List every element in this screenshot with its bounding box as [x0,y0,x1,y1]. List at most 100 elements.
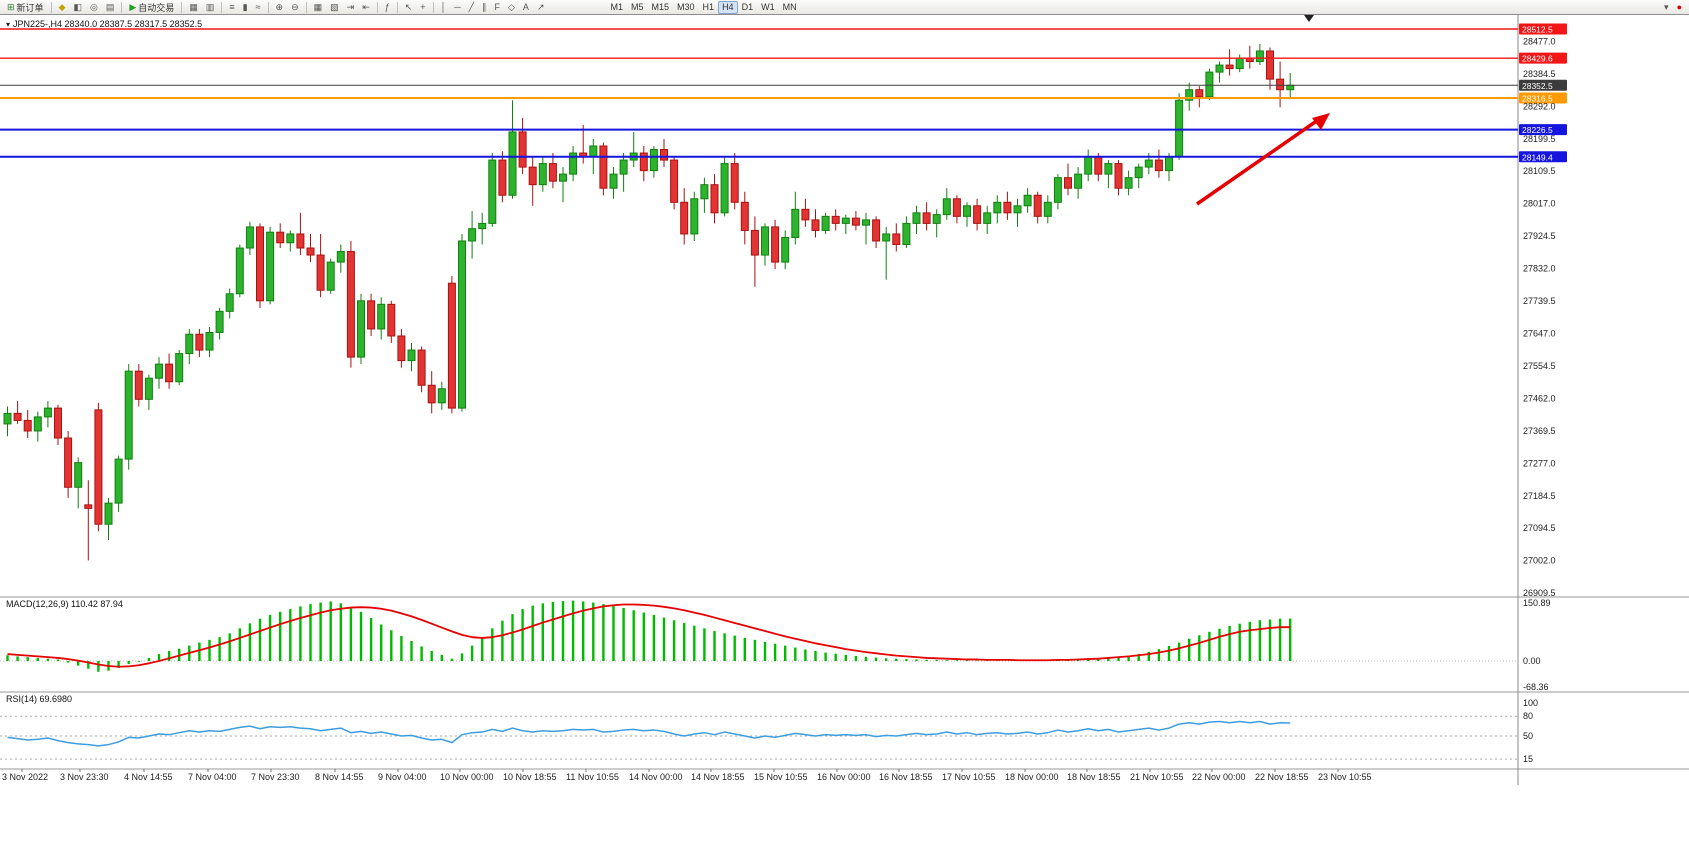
toolbar-separator [50,1,52,13]
arrows-button[interactable]: ↗ [533,1,549,14]
svg-text:28292.0: 28292.0 [1523,102,1556,112]
autotrading-play-icon: ▶ [129,1,137,12]
macd-plot-area[interactable] [0,597,1518,692]
zoom-in-button[interactable]: ⊕ [272,1,288,14]
line-chart-button[interactable]: ≈ [252,1,265,14]
macd-layer [6,600,1292,672]
candlestick-button[interactable]: ▮ [239,1,252,14]
horizontal-line-icon: ─ [454,1,461,12]
vertical-line-button[interactable]: │ [437,1,451,14]
svg-text:27647.0: 27647.0 [1523,329,1556,339]
candles-layer [3,43,1295,561]
fibonacci-button[interactable]: F [491,1,505,14]
macd-label: MACD(12,26,9) 110.42 87.94 [6,599,123,609]
vertical-line-icon: │ [440,1,447,12]
chart-marker-icon[interactable] [1304,15,1314,22]
shapes-button[interactable]: ◇ [504,1,519,14]
svg-text:0.00: 0.00 [1523,656,1541,666]
svg-text:28316.5: 28316.5 [1522,93,1553,103]
svg-text:27094.5: 27094.5 [1523,523,1556,533]
channel-icon: ∥ [482,1,487,12]
svg-text:28352.5: 28352.5 [1522,81,1553,91]
navigator-button[interactable]: ◎ [86,1,102,14]
timeframe-m1-button[interactable]: M1 [606,1,627,14]
cascade-windows-button[interactable]: ▧ [326,1,343,14]
symbol-ohlc-text: JPN225-,H4 28340.0 28387.5 28317.5 28352… [13,19,203,29]
terminal-icon: ▤ [105,1,115,12]
toolbar-separator [376,1,378,13]
indicators-button[interactable]: ƒ [381,1,394,14]
record-button[interactable]: ● [1673,1,1686,14]
svg-text:7 Nov 04:00: 7 Nov 04:00 [188,772,237,782]
cursor-button[interactable]: ↖ [401,1,417,14]
market-watch-icon: ◆ [58,1,66,12]
svg-text:8 Nov 14:55: 8 Nov 14:55 [315,772,364,782]
svg-text:15: 15 [1523,754,1533,764]
timeframe-w1-button[interactable]: W1 [757,1,779,14]
price-badge: 28352.5 [1519,79,1567,91]
price-scale-area[interactable] [1518,15,1689,785]
svg-text:27739.5: 27739.5 [1523,296,1556,306]
chart-menu-icon[interactable]: ▾ [6,20,11,29]
crosshair-button[interactable]: + [416,1,429,14]
svg-text:21 Nov 10:55: 21 Nov 10:55 [1130,772,1184,782]
timeframe-h4-button[interactable]: H4 [718,0,738,14]
chart-shift-button[interactable]: ⇤ [358,1,374,14]
price-badge: 28149.4 [1519,151,1567,163]
toolbar-separator [267,1,269,13]
rsi-plot-area[interactable] [0,692,1518,769]
svg-text:27002.0: 27002.0 [1523,555,1556,565]
price-scale[interactable]: 28477.0 28384.5 28292.0 28199.5 28109.5 28017… [1523,36,1556,598]
zoom-out-icon: ⊖ [291,1,299,12]
chevron-down-icon: ▾ [1664,1,1669,12]
indicators-icon: ƒ [384,1,390,12]
ohlc-bars-icon: ≡ [229,1,235,12]
time-scale[interactable]: 3 Nov 2022 3 Nov 23:30 4 Nov 14:55 7 Nov 04… [2,769,1372,782]
svg-text:28017.0: 28017.0 [1523,198,1556,208]
toolbar-separator [221,1,223,13]
horizontal-line-button[interactable]: ─ [450,1,464,14]
trendline-button[interactable]: ╱ [465,1,478,14]
record-dot-icon: ● [1676,1,1682,12]
candlestick-icon: ▮ [242,1,248,12]
tile-windows-icon: ▦ [313,1,323,12]
market-watch-button[interactable]: ◆ [55,1,70,14]
chart-shift-icon: ⇤ [362,1,370,12]
toolbar-separator [181,1,183,13]
new-chart-button[interactable]: ▦ [185,1,202,14]
zoom-out-button[interactable]: ⊖ [287,1,303,14]
symbol-ohlc-label: ▾ JPN225-,H4 28340.0 28387.5 28317.5 2835… [6,19,202,29]
timeframe-mn-button[interactable]: MN [779,1,801,14]
toolbar-separator [305,1,307,13]
timeframe-m5-button[interactable]: M5 [627,1,648,14]
new-order-button[interactable]: ⊞ 新订单 [3,1,48,14]
svg-text:26909.5: 26909.5 [1523,588,1556,598]
profiles-icon: ▥ [205,1,215,12]
tile-windows-button[interactable]: ▦ [310,1,327,14]
svg-text:150.89: 150.89 [1523,598,1551,608]
timeframe-h1-button[interactable]: H1 [699,1,719,14]
dock-menu-button[interactable]: ▾ [1660,1,1673,14]
indicator-scale[interactable]: 150.89 0.00 -68.36 100 80 50 15 [1523,598,1551,764]
profiles-button[interactable]: ▥ [202,1,219,14]
svg-text:28429.6: 28429.6 [1522,54,1553,64]
auto-scroll-button[interactable]: ⇥ [343,1,359,14]
horizontal-level-lines[interactable]: 28512.5 28429.6 28352.5 28316.5 28226.5 28149… [0,23,1567,163]
timeframe-m15-button[interactable]: M15 [648,1,674,14]
trend-arrow[interactable] [1196,113,1330,206]
text-button[interactable]: A [519,1,533,14]
svg-text:27184.5: 27184.5 [1523,491,1556,501]
timeframe-m30-button[interactable]: M30 [673,1,699,14]
main-plot-area[interactable] [0,15,1518,597]
timeframe-d1-button[interactable]: D1 [738,1,758,14]
button-label: D1 [741,2,754,12]
data-window-button[interactable]: ◧ [69,1,86,14]
channel-button[interactable]: ∥ [478,1,491,14]
bar-chart-button[interactable]: ≡ [225,1,238,14]
autotrading-button[interactable]: ▶ 自动交易 [125,1,178,14]
svg-text:18 Nov 18:55: 18 Nov 18:55 [1067,772,1121,782]
svg-text:28384.5: 28384.5 [1523,69,1556,79]
terminal-button[interactable]: ▤ [102,1,119,14]
